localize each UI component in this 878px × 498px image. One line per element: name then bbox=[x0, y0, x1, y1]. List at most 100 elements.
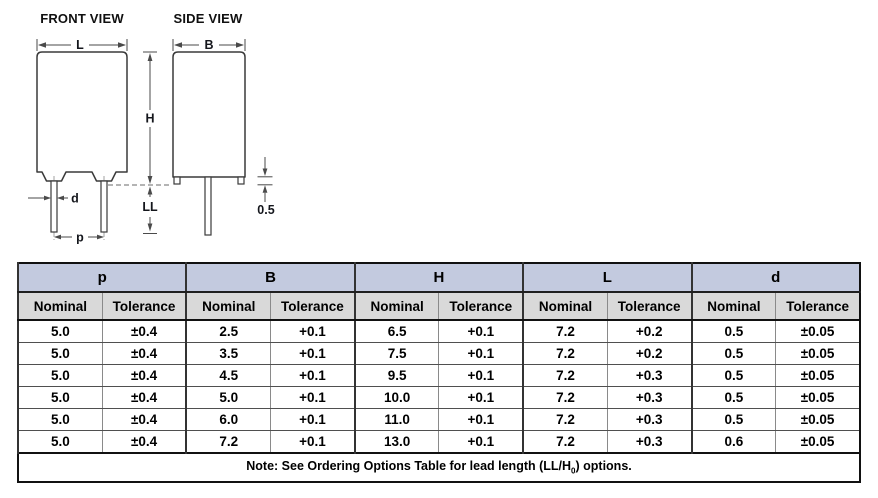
table-row: 5.0 ±0.4 3.5 +0.1 7.5 +0.1 7.2 +0.2 0.5 … bbox=[16, 342, 860, 365]
table-subheader-row: Nominal Tolerance Nominal Tolerance Nomi… bbox=[16, 292, 860, 321]
table-cell: 0.5 bbox=[690, 386, 776, 409]
table-cell: 5.0 bbox=[16, 364, 103, 387]
subheader-cell: Nominal bbox=[185, 292, 271, 321]
table-cell: 13.0 bbox=[353, 430, 439, 454]
front-view-lead-left bbox=[50, 180, 58, 233]
subheader-cell: Nominal bbox=[690, 292, 776, 321]
table-cell: 5.0 bbox=[16, 320, 103, 343]
table-cell: ±0.05 bbox=[775, 364, 860, 387]
side-view-body-outline bbox=[172, 51, 246, 178]
col-group-B: B bbox=[185, 263, 355, 293]
col-group-L: L bbox=[522, 263, 692, 293]
table-cell: 7.2 bbox=[185, 430, 271, 454]
table-cell: +0.3 bbox=[606, 364, 692, 387]
table-cell: 5.0 bbox=[16, 408, 103, 431]
dim-H: H bbox=[143, 51, 157, 184]
table-cell: ±0.05 bbox=[775, 320, 860, 343]
dimensions-table: p B H L d Nominal Tolerance Nominal Tole… bbox=[16, 262, 861, 483]
table-cell: ±0.4 bbox=[101, 408, 187, 431]
table-cell: ±0.05 bbox=[775, 342, 860, 365]
col-group-p: p bbox=[16, 263, 187, 293]
table-row: 5.0 ±0.4 4.5 +0.1 9.5 +0.1 7.2 +0.3 0.5 … bbox=[16, 364, 860, 387]
dim-label-L: L bbox=[76, 38, 84, 52]
dim-d: d bbox=[28, 192, 79, 206]
table-cell: 0.6 bbox=[690, 430, 776, 454]
col-group-H: H bbox=[353, 263, 524, 293]
table-cell: +0.2 bbox=[606, 342, 692, 365]
table-cell: ±0.4 bbox=[101, 386, 187, 409]
table-cell: 4.5 bbox=[185, 364, 271, 387]
front-view-body-outline bbox=[36, 51, 128, 182]
subheader-cell: Nominal bbox=[16, 292, 103, 321]
subheader-cell: Nominal bbox=[522, 292, 608, 321]
dim-L: L bbox=[36, 38, 128, 52]
table-cell: 2.5 bbox=[185, 320, 271, 343]
table-row: 5.0 ±0.4 7.2 +0.1 13.0 +0.1 7.2 +0.3 0.6… bbox=[16, 430, 860, 454]
front-view-drawing: FRONT VIEW L bbox=[28, 11, 172, 245]
table-cell: 5.0 bbox=[185, 386, 271, 409]
table-cell: 0.5 bbox=[690, 342, 776, 365]
table-note-row: Note: See Ordering Options Table for lea… bbox=[18, 452, 860, 482]
note-subscript: 0 bbox=[571, 466, 576, 476]
table-cell: 7.5 bbox=[353, 342, 439, 365]
table-cell: +0.1 bbox=[438, 342, 524, 365]
front-view-lead-right bbox=[100, 180, 108, 233]
table-cell: ±0.4 bbox=[101, 320, 187, 343]
dim-label-B: B bbox=[204, 38, 213, 52]
side-view-title: SIDE VIEW bbox=[174, 11, 244, 26]
subheader-cell: Tolerance bbox=[101, 292, 187, 321]
subheader-cell: Nominal bbox=[353, 292, 439, 321]
note-text-suffix: ) options. bbox=[575, 459, 632, 474]
table-cell: +0.1 bbox=[438, 430, 524, 454]
side-view-foot-left bbox=[173, 176, 181, 185]
table-cell: 7.2 bbox=[522, 430, 608, 454]
table-cell: 7.2 bbox=[522, 408, 608, 431]
table-cell: +0.3 bbox=[606, 408, 692, 431]
table-cell: +0.3 bbox=[606, 386, 692, 409]
table-cell: +0.1 bbox=[438, 320, 524, 343]
table-cell: 5.0 bbox=[16, 342, 103, 365]
table-cell: 9.5 bbox=[353, 364, 439, 387]
table-cell: 11.0 bbox=[353, 408, 439, 431]
dim-standoff: 0.5 bbox=[257, 157, 275, 217]
table-cell: +0.1 bbox=[438, 386, 524, 409]
table-cell: +0.1 bbox=[270, 342, 355, 365]
table-cell: 7.2 bbox=[522, 342, 608, 365]
table-cell: +0.1 bbox=[270, 430, 355, 454]
dim-label-p: p bbox=[76, 231, 84, 245]
table-cell: 5.0 bbox=[16, 430, 103, 454]
side-view-lead bbox=[204, 176, 212, 236]
subheader-cell: Tolerance bbox=[606, 292, 692, 321]
table-cell: 0.5 bbox=[690, 364, 776, 387]
table-cell: ±0.4 bbox=[101, 430, 187, 454]
table-cell: ±0.05 bbox=[775, 430, 860, 454]
table-row: 5.0 ±0.4 6.0 +0.1 11.0 +0.1 7.2 +0.3 0.5… bbox=[16, 408, 860, 431]
dim-B: B bbox=[172, 38, 246, 52]
table-cell: 5.0 bbox=[16, 386, 103, 409]
table-cell: +0.1 bbox=[438, 408, 524, 431]
table-cell: 0.5 bbox=[690, 408, 776, 431]
mechanical-drawing: FRONT VIEW L bbox=[28, 11, 275, 245]
col-group-d: d bbox=[690, 263, 860, 293]
table-cell: 10.0 bbox=[353, 386, 439, 409]
table-cell: +0.3 bbox=[606, 430, 692, 454]
table-note: Note: See Ordering Options Table for lea… bbox=[18, 452, 860, 482]
table-cell: 7.2 bbox=[522, 386, 608, 409]
table-cell: +0.1 bbox=[270, 364, 355, 387]
dim-p: p bbox=[54, 231, 104, 245]
table-cell: ±0.4 bbox=[101, 364, 187, 387]
subheader-cell: Tolerance bbox=[438, 292, 524, 321]
table-cell: 6.5 bbox=[353, 320, 439, 343]
table-cell: +0.1 bbox=[270, 408, 355, 431]
table-group-header-row: p B H L d bbox=[16, 263, 860, 293]
dim-label-LL: LL bbox=[142, 200, 158, 214]
table-cell: +0.1 bbox=[438, 364, 524, 387]
table-row: 5.0 ±0.4 2.5 +0.1 6.5 +0.1 7.2 +0.2 0.5 … bbox=[16, 320, 860, 343]
subheader-cell: Tolerance bbox=[775, 292, 860, 321]
dim-label-standoff: 0.5 bbox=[257, 203, 274, 217]
table-cell: ±0.05 bbox=[775, 408, 860, 431]
table-cell: 0.5 bbox=[690, 320, 776, 343]
table-row: 5.0 ±0.4 5.0 +0.1 10.0 +0.1 7.2 +0.3 0.5… bbox=[16, 386, 860, 409]
table-cell: ±0.4 bbox=[101, 342, 187, 365]
